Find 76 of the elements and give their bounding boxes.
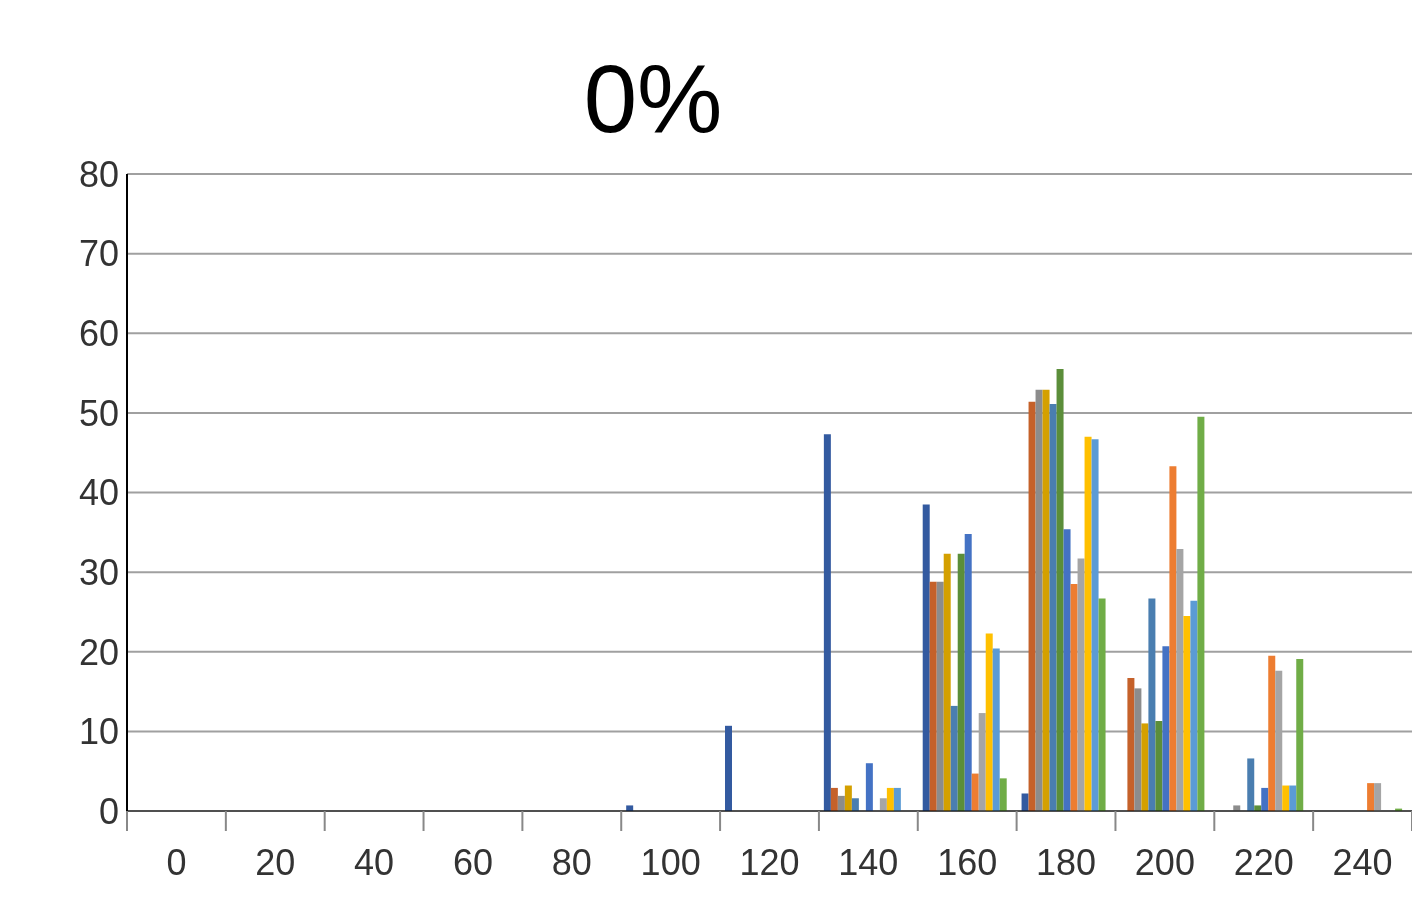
- bar: [936, 581, 944, 811]
- bar: [1183, 615, 1191, 811]
- bar: [1169, 466, 1177, 811]
- chart-title: 0%: [582, 44, 724, 154]
- bar: [1296, 658, 1304, 811]
- bar: [1091, 439, 1099, 811]
- bar: [929, 581, 937, 811]
- bar: [844, 785, 852, 811]
- bar: [830, 787, 838, 811]
- bar: [1282, 785, 1290, 811]
- bar: [985, 633, 993, 811]
- bar: [837, 795, 845, 811]
- bar: [1084, 436, 1092, 811]
- x-tick-label: 140: [838, 842, 899, 883]
- bar: [1141, 723, 1149, 811]
- x-tick-label: 20: [255, 842, 296, 883]
- y-tick-label: 80: [78, 153, 119, 195]
- x-tick-label: 160: [937, 842, 998, 883]
- y-tick-label: 60: [78, 313, 119, 355]
- bar: [971, 773, 979, 811]
- bar: [1254, 805, 1262, 811]
- bar: [851, 798, 859, 811]
- x-tick-label: 80: [551, 842, 592, 883]
- bar: [950, 705, 958, 811]
- bar: [1289, 785, 1297, 811]
- bar: [1162, 646, 1170, 811]
- x-tick-label: 200: [1134, 842, 1195, 883]
- bar: [1070, 584, 1078, 811]
- x-tick-label: 100: [640, 842, 701, 883]
- y-tick-label: 30: [78, 551, 119, 593]
- bar: [1268, 655, 1276, 811]
- bar: [1127, 678, 1135, 811]
- bar: [1021, 793, 1029, 811]
- bar: [626, 805, 634, 811]
- bar: [999, 778, 1007, 811]
- y-tick-label: 10: [78, 711, 119, 753]
- bar: [1063, 529, 1071, 811]
- bar: [725, 725, 733, 811]
- bar: [1367, 783, 1375, 811]
- y-tick-label: 20: [78, 631, 119, 673]
- bar: [1247, 758, 1255, 811]
- bar: [1035, 389, 1043, 811]
- bar: [992, 648, 1000, 811]
- x-tick-label: 0: [166, 842, 187, 883]
- bar: [893, 787, 901, 811]
- bar: [1374, 783, 1382, 811]
- bar: [1042, 389, 1050, 811]
- bar: [1148, 598, 1156, 811]
- bar: [879, 798, 887, 811]
- bar: [1056, 369, 1064, 811]
- bar: [1233, 805, 1241, 811]
- bar: [964, 533, 972, 811]
- y-tick-label: 40: [78, 472, 119, 514]
- bar: [1190, 600, 1198, 811]
- bar: [1134, 688, 1142, 811]
- bar: [1261, 787, 1269, 811]
- bar: [922, 504, 930, 811]
- bar: [886, 787, 894, 811]
- x-tick-label: 120: [739, 842, 800, 883]
- x-tick-label: 60: [452, 842, 493, 883]
- bar: [865, 763, 873, 811]
- x-tick-label: 180: [1036, 842, 1097, 883]
- bar: [1049, 404, 1057, 811]
- bar: [1028, 401, 1036, 811]
- bar: [1197, 416, 1205, 811]
- bar: [943, 553, 951, 811]
- bar: [1155, 721, 1163, 811]
- x-tick-label: 220: [1233, 842, 1294, 883]
- y-tick-label: 0: [98, 790, 119, 832]
- bar: [957, 553, 965, 811]
- bar: [823, 434, 831, 811]
- y-tick-label: 50: [78, 392, 119, 434]
- x-tick-label: 40: [354, 842, 395, 883]
- bar: [1098, 598, 1106, 811]
- x-tick-label: 240: [1332, 842, 1393, 883]
- y-tick-label: 70: [78, 233, 119, 275]
